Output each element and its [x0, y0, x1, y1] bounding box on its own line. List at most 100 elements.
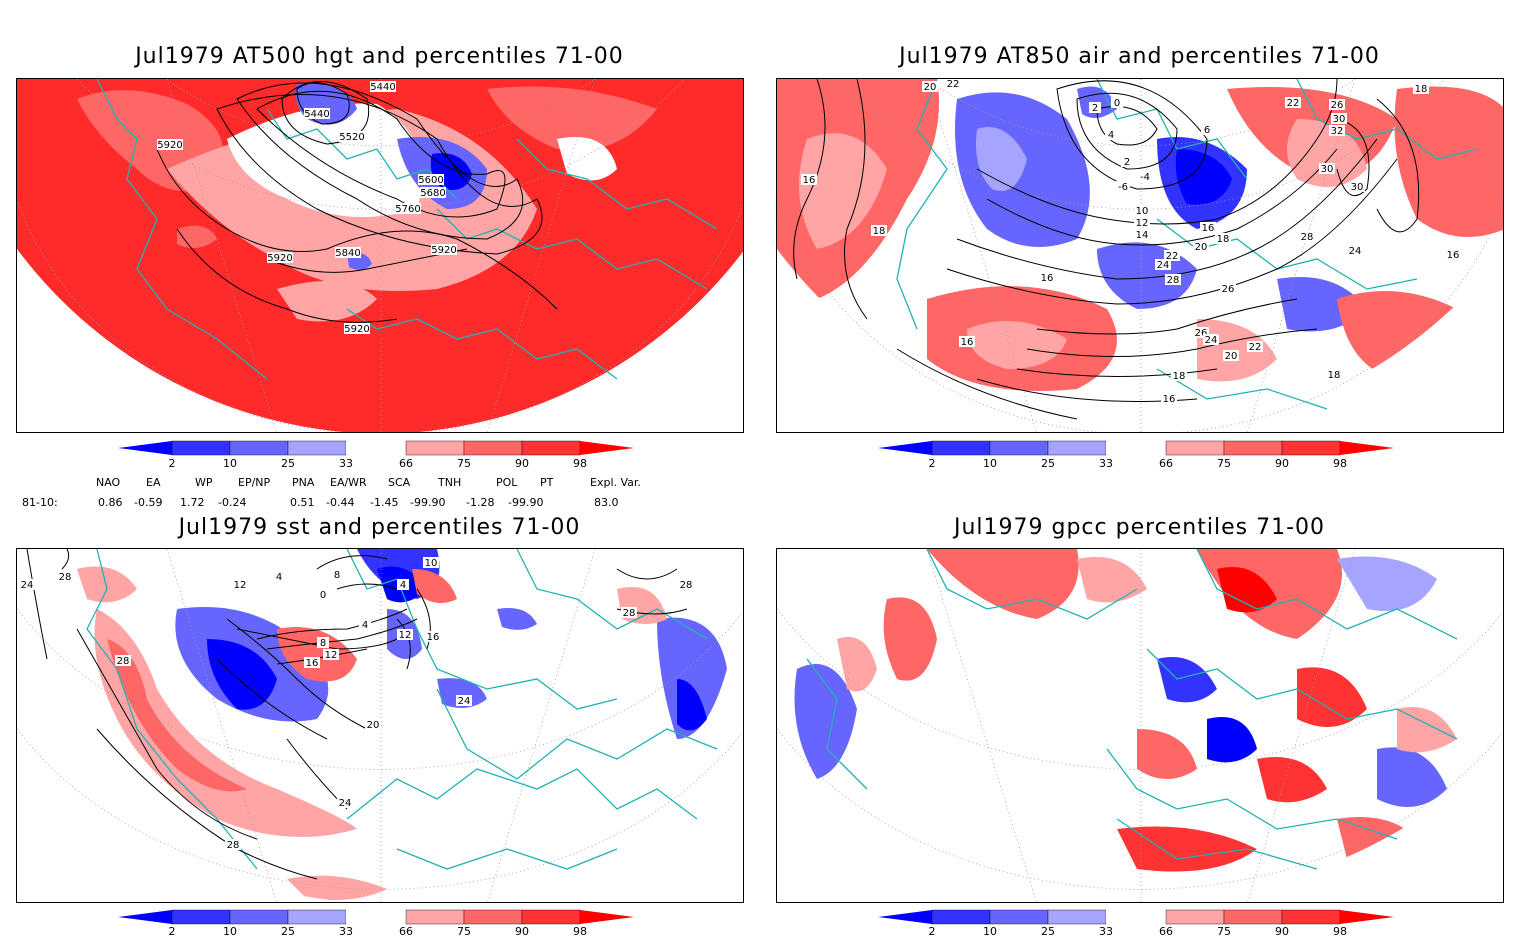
- colorbar-segment: [1281, 909, 1341, 925]
- colorbar-segment: [405, 909, 465, 925]
- colorbar-tick-label: 25: [1041, 457, 1055, 470]
- contour-label: 2: [1124, 157, 1130, 168]
- colorbar-arrow-low: [878, 910, 932, 924]
- contour-label: 5840: [335, 248, 360, 259]
- contour-label: 18: [1328, 370, 1341, 381]
- colorbar-segment: [521, 440, 581, 456]
- colorbar-tick-label: 33: [1099, 457, 1113, 470]
- colorbar-tick-label: 25: [1041, 925, 1055, 938]
- colorbar-tick-label: 2: [928, 925, 936, 938]
- colorbar-segment: [346, 910, 406, 924]
- index-header-pol: POL: [496, 476, 518, 489]
- contour-label: 18: [1415, 84, 1428, 95]
- contour-label: 10: [425, 558, 438, 569]
- contour-label: 16: [961, 337, 974, 348]
- contour-label: 30: [1333, 114, 1346, 125]
- colorbar-arrow-high: [580, 441, 634, 455]
- contour-label: 16: [427, 632, 440, 643]
- index-value-explvar: 83.0: [594, 496, 619, 509]
- colorbar-tick-label: 2: [168, 925, 176, 938]
- colorbar-tick-label: 33: [339, 457, 353, 470]
- colorbar-segment: [1165, 440, 1225, 456]
- contour-label: 14: [1136, 230, 1149, 241]
- colorbar-tick-label: 10: [223, 457, 237, 470]
- index-value-pt: -99.90: [508, 496, 544, 509]
- contour-label: 8: [334, 570, 340, 581]
- colorbar-segment: [405, 440, 465, 456]
- contour-label: 24: [21, 580, 34, 591]
- colorbar-segment: [287, 909, 347, 925]
- colorbar-1: [118, 440, 634, 456]
- index-value-pna: 0.51: [290, 496, 315, 509]
- contour-label: 24: [1205, 335, 1218, 346]
- contour-label: 4: [1108, 130, 1114, 141]
- colorbar-arrow-high: [1340, 441, 1394, 455]
- contour-label: 4: [400, 580, 406, 591]
- colorbar-tick-label: 10: [983, 925, 997, 938]
- contour-label: 5440: [370, 82, 395, 93]
- colorbar-segment: [1165, 909, 1225, 925]
- colorbar-tick-label: 2: [168, 457, 176, 470]
- colorbar-tick-label: 66: [399, 457, 413, 470]
- colorbar-tick-label: 90: [515, 925, 529, 938]
- colorbar-tick-label: 75: [457, 925, 471, 938]
- contour-label: 24: [1349, 246, 1362, 257]
- contour-label: 18: [1217, 234, 1230, 245]
- contour-label: 4: [362, 620, 368, 631]
- contour-label: -6: [1118, 182, 1128, 193]
- contour-label: 10: [1136, 206, 1149, 217]
- colorbar-tick-label: 66: [1159, 925, 1173, 938]
- index-value-pol: -1.28: [466, 496, 495, 509]
- colorbar-arrow-low: [118, 910, 172, 924]
- contour-label: 26: [1222, 284, 1235, 295]
- contour-label: 28: [117, 656, 130, 667]
- colorbar-segment: [1223, 440, 1283, 456]
- colorbar-segment: [521, 909, 581, 925]
- contour-label: 12: [1136, 218, 1149, 229]
- colorbar-tick-label: 98: [573, 457, 587, 470]
- contour-label: 0: [1114, 98, 1120, 109]
- contour-label: 5680: [420, 188, 445, 199]
- map-panel-2: 20 22 2 0 4 6 2 -4 -6 16 18 16 16 18 22 …: [776, 78, 1504, 433]
- contour-label: 22: [1166, 251, 1179, 262]
- contour-label: 28: [680, 580, 693, 591]
- index-header-pt: PT: [540, 476, 554, 489]
- colorbar-segment: [287, 440, 347, 456]
- colorbar-segment: [1106, 910, 1166, 924]
- index-header-wp: WP: [195, 476, 213, 489]
- colorbar-tick-label: 25: [281, 457, 295, 470]
- panel-1-title: Jul1979 AT500 hgt and percentiles 71-00: [135, 44, 624, 69]
- contour-label: 30: [1351, 182, 1364, 193]
- contour-label: 22: [947, 79, 960, 90]
- contour-label: 16: [803, 175, 816, 186]
- colorbar-tick-label: 33: [339, 925, 353, 938]
- colorbar-segment: [1223, 909, 1283, 925]
- colorbar-arrow-low: [878, 441, 932, 455]
- colorbar-tick-label: 75: [1217, 925, 1231, 938]
- contour-label: 28: [623, 608, 636, 619]
- contour-label: 16: [1447, 250, 1460, 261]
- colorbar-tick-label: 66: [1159, 457, 1173, 470]
- colorbar-arrow-high: [1340, 910, 1394, 924]
- contour-label: 12: [234, 580, 247, 591]
- contour-label: 6: [1204, 125, 1210, 136]
- contour-label: 24: [339, 798, 352, 809]
- colorbar-4: [878, 909, 1394, 925]
- index-value-sca: -1.45: [370, 496, 399, 509]
- index-value-epnp: -0.24: [218, 496, 247, 509]
- contour-label: 16: [1041, 273, 1054, 284]
- contour-label: 26: [1195, 328, 1208, 339]
- colorbar-segment: [1047, 440, 1107, 456]
- contour-label: 20: [924, 82, 937, 93]
- contour-label: 16: [306, 658, 319, 669]
- colorbar-3-labels: 2 10 25 33 66 75 90 98: [112, 925, 672, 939]
- index-value-tnh: -99.90: [410, 496, 446, 509]
- map-panel-4: [776, 548, 1504, 903]
- contour-label: 5920: [431, 245, 456, 256]
- contour-label: 5600: [418, 175, 443, 186]
- index-header-nao: NAO: [96, 476, 121, 489]
- contour-label: 12: [399, 630, 412, 641]
- contour-label: 12: [325, 650, 338, 661]
- colorbar-tick-label: 66: [399, 925, 413, 938]
- colorbar-segment: [463, 440, 523, 456]
